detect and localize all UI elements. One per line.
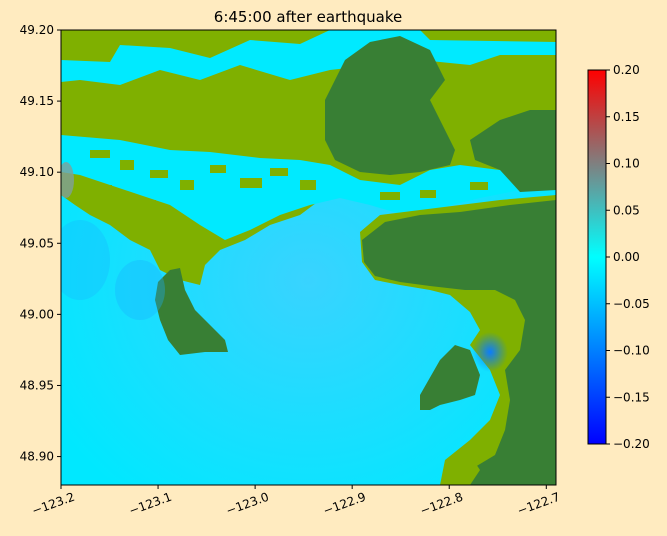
- delta-land-pixels: [90, 132, 488, 208]
- upland-region-east: [470, 110, 556, 192]
- colorbar-tick-label: 0.20: [613, 63, 640, 77]
- y-tick-label: 49.20: [20, 23, 54, 37]
- y-tick-label: 49.00: [20, 307, 54, 321]
- colorbar: [587, 69, 607, 445]
- water-channel: [61, 30, 556, 85]
- y-tick-label: 49.15: [20, 94, 54, 108]
- colorbar-tick-label: 0.05: [613, 203, 640, 217]
- x-tick-label: −123.1: [127, 490, 174, 518]
- upland-region-tsawwassen: [155, 268, 228, 355]
- y-tick-label: 49.10: [20, 165, 54, 179]
- colorbar-tick-label: −0.05: [613, 297, 650, 311]
- x-tick-label: −123.2: [30, 490, 77, 518]
- chart-title: 6:45:00 after earthquake: [214, 8, 402, 26]
- upland-region-north-east: [325, 36, 455, 175]
- lowland-region-south: [445, 455, 480, 485]
- x-tick-label: −122.8: [418, 490, 465, 518]
- colorbar-tick-label: 0.15: [613, 110, 640, 124]
- x-tick-label: −123.0: [224, 490, 271, 518]
- upland-region-south-east: [362, 200, 556, 485]
- y-tick-label: 49.05: [20, 236, 54, 250]
- positive-anomaly: [61, 162, 74, 198]
- deep-water-patch: [61, 220, 110, 300]
- colorbar-tick-label: 0.10: [613, 157, 640, 171]
- y-tick-label: 48.90: [20, 450, 54, 464]
- y-tick-label: 48.95: [20, 378, 54, 392]
- upland-region-blaine: [420, 345, 480, 410]
- x-axis: −123.2 −123.1 −123.0 −122.9 −122.8 −122.7: [30, 485, 562, 518]
- colorbar-tick-label: 0.00: [613, 250, 640, 264]
- plot-frame: [60, 29, 557, 486]
- colorbar-tick-label: −0.10: [613, 344, 650, 358]
- heatmap-plot-area: [61, 30, 556, 485]
- x-tick-label: −122.7: [515, 490, 562, 518]
- x-tick-label: −122.9: [321, 490, 368, 518]
- colorbar-axis: 0.20 0.15 0.10 0.05 0.00 −0.05 −0.10 −0.15 −0.20: [606, 63, 650, 451]
- colorbar-tick-label: −0.15: [613, 390, 650, 404]
- deep-water-patch: [472, 332, 508, 372]
- y-axis: 48.90 48.95 49.00 49.05 49.10 49.15 49.20: [20, 23, 61, 464]
- colorbar-tick-label: −0.20: [613, 437, 650, 451]
- deep-water-patch: [115, 260, 165, 320]
